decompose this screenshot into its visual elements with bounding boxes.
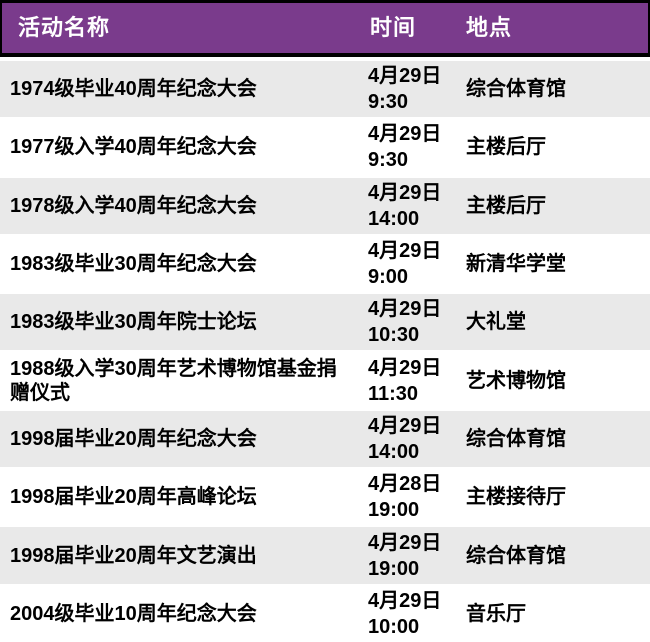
event-time: 4月29日 9:00 [365,238,463,290]
event-date: 4月29日 [368,123,442,146]
table-row: 1998届毕业20周年文艺演出 4月29日 19:00 综合体育馆 [0,525,650,586]
event-date: 4月29日 [368,298,442,321]
event-time: 4月29日 10:30 [365,296,463,348]
table-body: 1974级毕业40周年纪念大会 4月29日 9:30 综合体育馆 1977级入学… [0,57,650,642]
event-location: 音乐厅 [466,602,526,625]
event-time: 4月29日 10:00 [365,588,463,640]
event-name: 1998届毕业20周年文艺演出 [10,544,257,567]
event-time: 4月29日 14:00 [365,413,463,465]
event-clock: 14:00 [368,440,420,463]
table-row: 1974级毕业40周年纪念大会 4月29日 9:30 综合体育馆 [0,59,650,120]
event-name: 1983级毕业30周年院士论坛 [10,311,257,334]
event-clock: 19:00 [368,499,420,522]
event-clock: 14:00 [368,207,420,230]
event-date: 4月29日 [368,240,442,263]
event-name: 1998届毕业20周年纪念大会 [10,427,257,450]
event-clock: 9:30 [368,149,409,172]
event-time: 4月29日 9:30 [365,121,463,173]
table-row: 1983级毕业30周年院士论坛 4月29日 10:30 大礼堂 [0,292,650,353]
event-name: 1977级入学40周年纪念大会 [10,136,257,159]
event-name: 1974级毕业40周年纪念大会 [10,78,257,101]
event-date: 4月29日 [368,356,442,379]
header-time: 时间 [370,15,417,40]
event-time: 4月29日 9:30 [365,63,463,115]
table-row: 1983级毕业30周年纪念大会 4月29日 9:00 新清华学堂 [0,235,650,293]
event-location: 综合体育馆 [466,78,566,101]
event-time: 4月29日 14:00 [365,180,463,232]
event-date: 4月28日 [368,473,442,496]
event-location: 艺术博物馆 [466,369,566,392]
event-name: 2004级毕业10周年纪念大会 [10,602,257,625]
event-location: 综合体育馆 [466,427,566,450]
event-location: 主楼后厅 [466,194,546,217]
event-date: 4月29日 [368,65,442,88]
event-date: 4月29日 [368,181,442,204]
header-activity-name: 活动名称 [18,15,111,40]
event-time: 4月29日 11:30 [365,355,463,407]
event-name: 1983级毕业30周年纪念大会 [10,253,257,276]
event-location: 主楼后厅 [466,136,546,159]
event-clock: 9:00 [368,266,409,289]
event-location: 新清华学堂 [466,253,566,276]
event-location: 综合体育馆 [466,544,566,567]
event-name: 1998届毕业20周年高峰论坛 [10,486,257,509]
event-clock: 19:00 [368,557,420,580]
table-header-row: 活动名称 时间 地点 [0,0,650,57]
event-location: 主楼接待厅 [466,486,566,509]
header-location: 地点 [466,15,513,40]
event-location: 大礼堂 [466,311,526,334]
table-row: 1998届毕业20周年纪念大会 4月29日 14:00 综合体育馆 [0,408,650,470]
event-time: 4月28日 19:00 [365,471,463,523]
table-row: 1977级入学40周年纪念大会 4月29日 9:30 主楼后厅 [0,119,650,176]
event-name: 1978级入学40周年纪念大会 [10,194,257,217]
event-time: 4月29日 19:00 [365,530,463,582]
table-row: 1998届毕业20周年高峰论坛 4月28日 19:00 主楼接待厅 [0,469,650,526]
event-date: 4月29日 [368,589,442,612]
table-row: 1988级入学30周年艺术博物馆基金捐赠仪式 4月29日 11:30 艺术博物馆 [0,352,650,409]
event-date: 4月29日 [368,414,442,437]
event-clock: 10:30 [368,324,420,347]
event-clock: 10:00 [368,615,420,638]
event-clock: 9:30 [368,91,409,114]
event-name: 1988级入学30周年艺术博物馆基金捐赠仪式 [10,357,337,404]
event-date: 4月29日 [368,531,442,554]
table-row: 2004级毕业10周年纪念大会 4月29日 10:00 音乐厅 [0,585,650,642]
table-row: 1978级入学40周年纪念大会 4月29日 14:00 主楼后厅 [0,175,650,236]
event-clock: 11:30 [368,382,419,405]
